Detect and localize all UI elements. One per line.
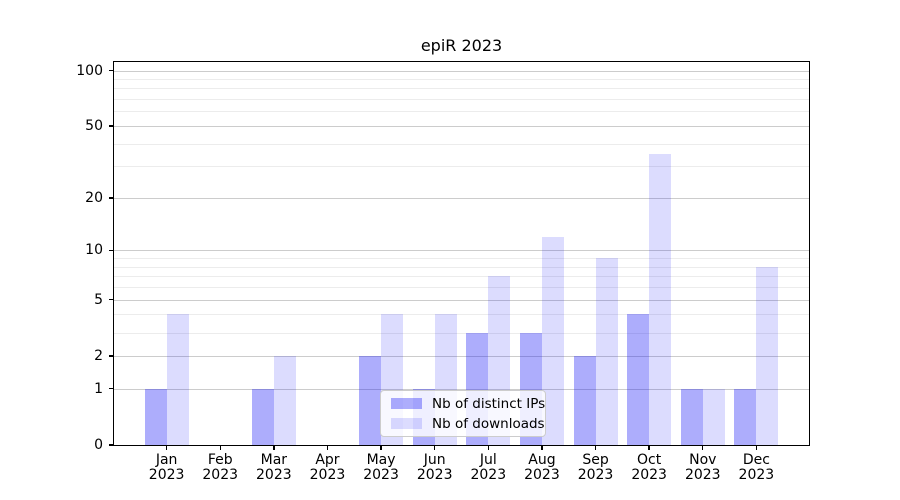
x-tick-year-label: 2023 (577, 467, 614, 483)
y-tick-mark (108, 69, 113, 72)
x-tick-month-label: Jan (155, 452, 178, 468)
x-tick-year-label: 2023 (256, 467, 292, 483)
x-tick-mark (433, 445, 436, 450)
major-gridline (113, 126, 810, 127)
minor-gridline (113, 258, 810, 260)
x-tick-month-label: Sep (582, 452, 609, 468)
y-tick-label: 0 (94, 437, 103, 453)
y-tick-label: 20 (85, 189, 103, 206)
bar-downloads-sep (595, 258, 618, 445)
bar-distinct-ips-oct (627, 314, 650, 445)
x-tick-year-label: 2023 (148, 467, 185, 483)
x-tick-year-label: 2023 (524, 467, 560, 483)
bar-downloads-dec (756, 266, 779, 445)
chart-title: epiR 2023 (420, 36, 503, 55)
y-tick-mark (108, 125, 113, 127)
bar-distinct-ips-mar (251, 388, 274, 445)
minor-gridline (113, 276, 810, 278)
y-tick-mark (108, 355, 113, 357)
minor-gridline (113, 314, 810, 316)
major-gridline (113, 197, 810, 199)
legend: Nb of distinct IPs Nb of downloads (380, 390, 546, 437)
legend-swatch-distinct-ips-icon (391, 398, 422, 409)
y-tick-label: 100 (76, 62, 103, 79)
y-tick-label: 50 (85, 118, 103, 134)
x-tick-year-label: 2023 (738, 467, 775, 483)
x-tick-mark (702, 445, 704, 450)
bar-downloads-jan (166, 314, 189, 445)
x-tick-month-label: Jul (479, 452, 497, 468)
x-tick-mark (326, 445, 329, 450)
major-gridline (113, 250, 810, 252)
y-tick-mark (108, 444, 113, 446)
x-tick-mark (487, 445, 489, 450)
y-tick-mark (108, 388, 113, 390)
x-tick-mark (594, 445, 597, 450)
x-tick-mark (541, 445, 543, 450)
y-tick-label: 2 (94, 347, 103, 364)
y-tick-label: 1 (94, 380, 103, 397)
x-tick-month-label: May (366, 452, 396, 468)
minor-gridline (113, 79, 810, 81)
major-gridline (113, 299, 810, 301)
minor-gridline (113, 287, 810, 289)
x-tick-year-label: 2023 (202, 467, 239, 483)
minor-gridline (113, 332, 810, 334)
legend-item-distinct-ips: Nb of distinct IPs (381, 396, 545, 412)
minor-gridline (113, 111, 810, 113)
x-tick-month-label: Jun (423, 452, 446, 468)
bar-distinct-ips-sep (573, 355, 596, 445)
x-tick-month-label: Aug (528, 452, 556, 468)
x-tick-year-label: 2023 (309, 467, 346, 483)
x-tick-mark (219, 445, 221, 450)
legend-label-distinct-ips: Nb of distinct IPs (432, 395, 546, 412)
minor-gridline (113, 266, 810, 268)
major-gridline (113, 355, 810, 357)
bar-downloads-mar (273, 355, 296, 445)
bar-downloads-aug (541, 236, 564, 445)
legend-swatch-downloads-icon (391, 418, 422, 429)
minor-gridline (113, 99, 810, 101)
x-tick-mark (273, 445, 275, 450)
minor-gridline (113, 88, 810, 90)
legend-label-downloads: Nb of downloads (432, 415, 545, 432)
y-tick-label: 10 (85, 242, 103, 259)
x-tick-month-label: Apr (315, 452, 340, 468)
x-tick-year-label: 2023 (684, 467, 721, 483)
x-tick-mark (648, 445, 650, 450)
bar-distinct-ips-jan (144, 388, 167, 445)
bar-distinct-ips-dec (734, 388, 757, 445)
legend-item-downloads: Nb of downloads (381, 416, 545, 432)
x-tick-year-label: 2023 (470, 467, 507, 483)
y-tick-label: 5 (94, 291, 103, 308)
y-tick-mark (108, 249, 113, 252)
bar-distinct-ips-nov (680, 388, 703, 445)
x-tick-month-label: Oct (637, 452, 662, 468)
x-tick-month-label: Nov (689, 452, 717, 468)
x-tick-year-label: 2023 (416, 467, 453, 483)
y-tick-mark (108, 298, 113, 301)
x-tick-month-label: Dec (742, 452, 770, 468)
minor-gridline (113, 166, 810, 168)
x-tick-mark (165, 445, 168, 450)
bar-distinct-ips-may (359, 355, 382, 445)
x-tick-mark (380, 445, 382, 450)
y-tick-mark (108, 197, 113, 199)
major-gridline (113, 388, 810, 390)
major-gridline (113, 70, 810, 72)
x-tick-month-label: Feb (207, 452, 233, 468)
x-tick-month-label: Mar (260, 452, 288, 468)
bar-downloads-oct (649, 154, 672, 445)
x-tick-year-label: 2023 (363, 467, 399, 483)
x-tick-mark (755, 445, 758, 450)
minor-gridline (113, 143, 810, 145)
x-tick-year-label: 2023 (631, 467, 667, 483)
bar-downloads-nov (702, 388, 725, 445)
